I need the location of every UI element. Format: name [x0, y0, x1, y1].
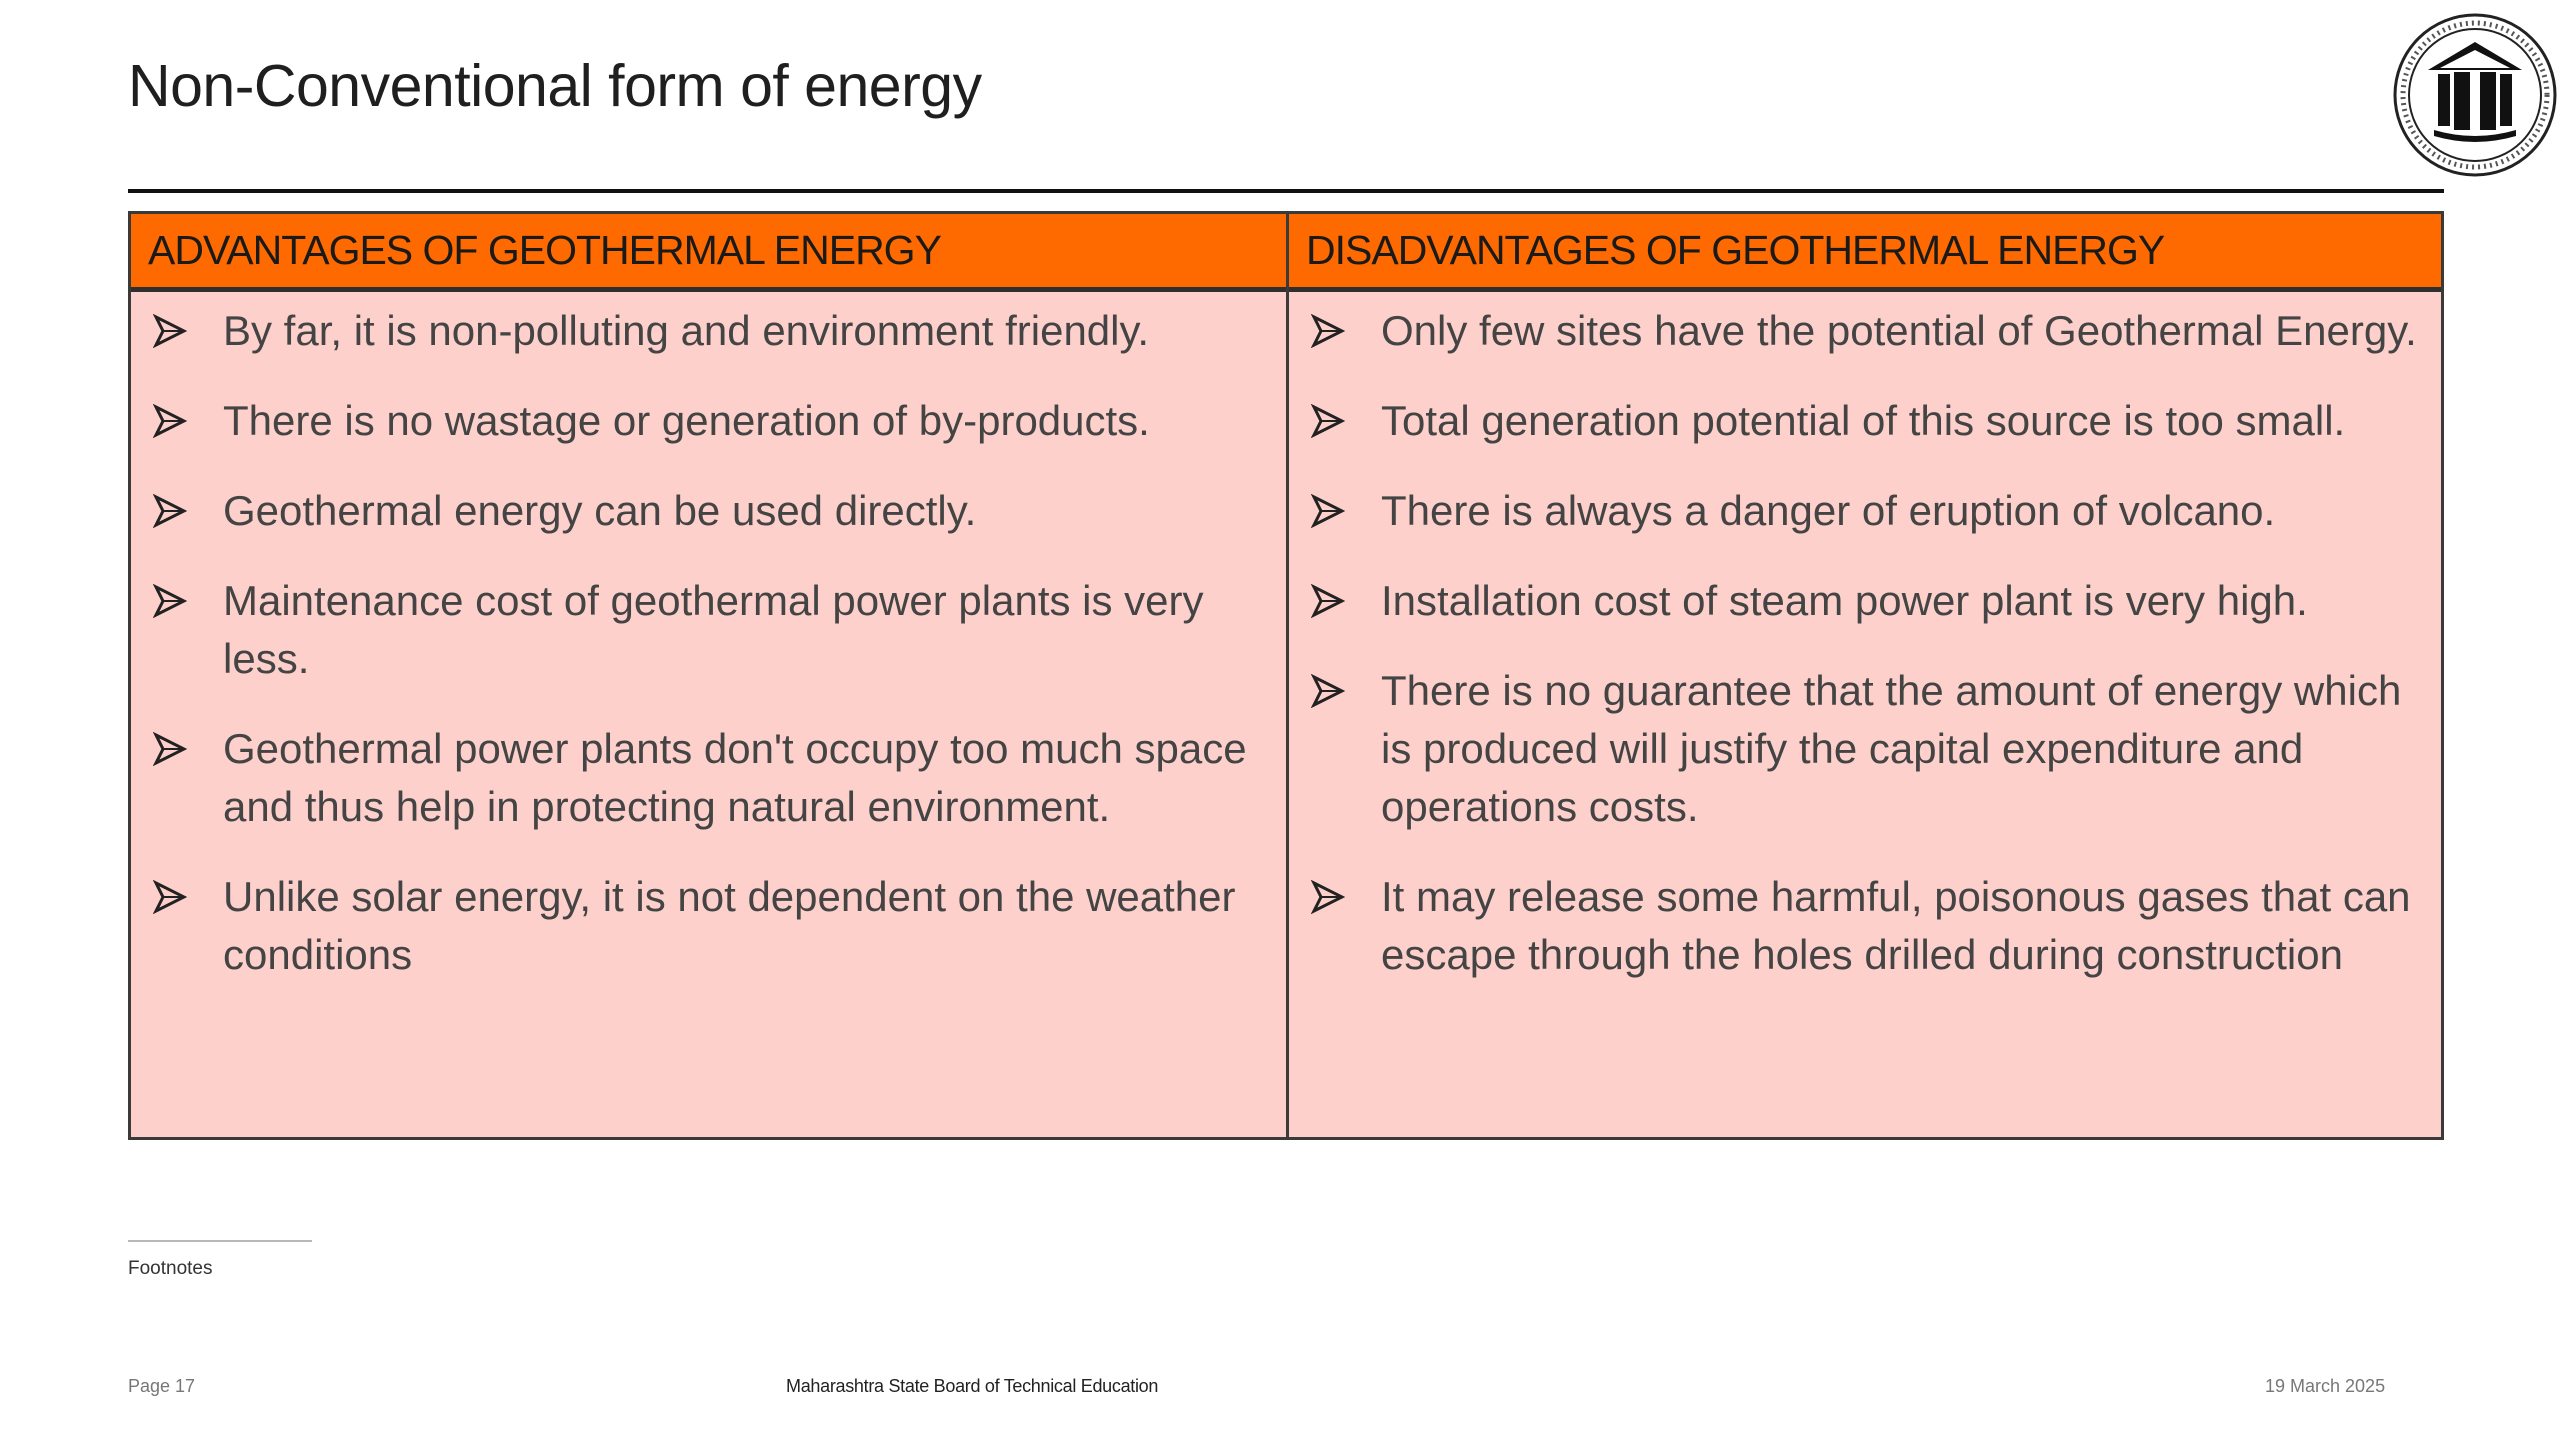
page-number: Page 17: [128, 1376, 196, 1396]
advantages-heading: ADVANTAGES OF GEOTHERMAL ENERGY: [131, 214, 1286, 292]
arrow-bullet-icon: [1311, 314, 1345, 348]
disadvantages-list: Only few sites have the potential of Geo…: [1289, 292, 2441, 984]
bullet-text: There is no wastage or generation of by-…: [223, 397, 1150, 444]
bullet-item: There is always a danger of eruption of …: [1289, 482, 2441, 540]
advantages-list: By far, it is non-polluting and environm…: [131, 292, 1286, 984]
bullet-text: Only few sites have the potential of Geo…: [1381, 307, 2417, 354]
bullet-item: Unlike solar energy, it is not dependent…: [131, 868, 1286, 984]
slide-title: Non-Conventional form of energy: [128, 53, 982, 119]
bullet-item: Maintenance cost of geothermal power pla…: [131, 572, 1286, 688]
bullet-text: There is no guarantee that the amount of…: [1381, 667, 2402, 830]
arrow-bullet-icon: [153, 494, 187, 528]
bullet-text: Geothermal power plants don't occupy too…: [223, 725, 1247, 830]
bullet-text: By far, it is non-polluting and environm…: [223, 307, 1150, 354]
bullet-text: Total generation potential of this sourc…: [1381, 397, 2346, 444]
footnote-divider: [128, 1240, 312, 1242]
msbte-logo-icon: [2392, 12, 2558, 178]
arrow-bullet-icon: [1311, 494, 1345, 528]
title-divider: [128, 189, 2444, 193]
bullet-text: Maintenance cost of geothermal power pla…: [223, 577, 1204, 682]
disadvantages-heading: DISADVANTAGES OF GEOTHERMAL ENERGY: [1289, 214, 2441, 292]
arrow-bullet-icon: [153, 404, 187, 438]
disadvantages-column: DISADVANTAGES OF GEOTHERMAL ENERGY Only …: [1289, 214, 2441, 1137]
bullet-item: Geothermal power plants don't occupy too…: [131, 720, 1286, 836]
arrow-bullet-icon: [1311, 880, 1345, 914]
comparison-table: ADVANTAGES OF GEOTHERMAL ENERGY By far, …: [128, 211, 2444, 1140]
advantages-column: ADVANTAGES OF GEOTHERMAL ENERGY By far, …: [131, 214, 1289, 1137]
arrow-bullet-icon: [1311, 674, 1345, 708]
slide-date: 19 March 2025: [2265, 1376, 2386, 1396]
bullet-text: It may release some harmful, poisonous g…: [1381, 873, 2411, 978]
arrow-bullet-icon: [153, 732, 187, 766]
footnotes-label: Footnotes: [128, 1258, 213, 1279]
bullet-text: Geothermal energy can be used directly.: [223, 487, 977, 534]
organization-name: Maharashtra State Board of Technical Edu…: [786, 1376, 1159, 1396]
arrow-bullet-icon: [153, 314, 187, 348]
bullet-item: There is no guarantee that the amount of…: [1289, 662, 2441, 836]
arrow-bullet-icon: [153, 584, 187, 618]
bullet-text: Unlike solar energy, it is not dependent…: [223, 873, 1236, 978]
bullet-item: There is no wastage or generation of by-…: [131, 392, 1286, 450]
bullet-item: By far, it is non-polluting and environm…: [131, 302, 1286, 360]
bullet-item: Installation cost of steam power plant i…: [1289, 572, 2441, 630]
bullet-item: Total generation potential of this sourc…: [1289, 392, 2441, 450]
arrow-bullet-icon: [1311, 404, 1345, 438]
bullet-text: Installation cost of steam power plant i…: [1381, 577, 2308, 624]
arrow-bullet-icon: [1311, 584, 1345, 618]
bullet-item: It may release some harmful, poisonous g…: [1289, 868, 2441, 984]
bullet-text: There is always a danger of eruption of …: [1381, 487, 2276, 534]
bullet-item: Geothermal energy can be used directly.: [131, 482, 1286, 540]
arrow-bullet-icon: [153, 880, 187, 914]
bullet-item: Only few sites have the potential of Geo…: [1289, 302, 2441, 360]
